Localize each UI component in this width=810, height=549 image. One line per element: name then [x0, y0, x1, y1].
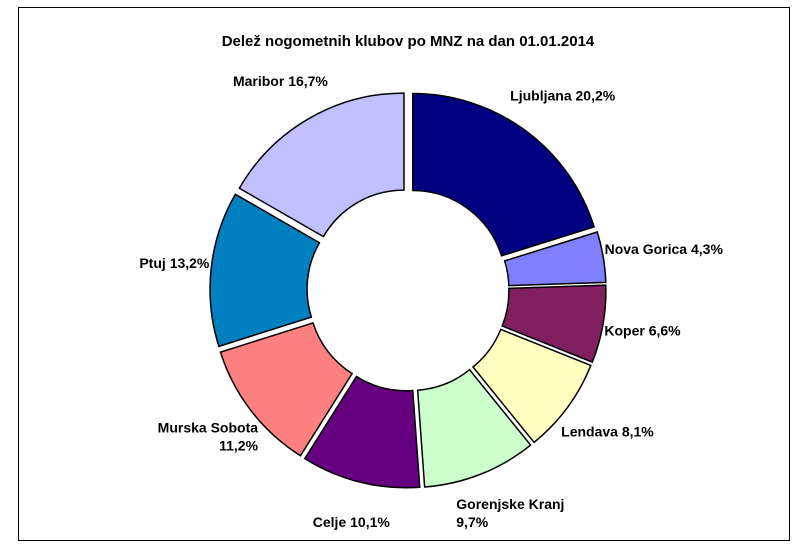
- donut-segment: [238, 92, 405, 238]
- donut-segment: [503, 231, 607, 287]
- value-label: 10,1%: [350, 514, 390, 530]
- value-label: 13,2%: [170, 255, 210, 271]
- value-label: 11,2%: [219, 437, 258, 453]
- category-label: Maribor: [233, 73, 285, 89]
- category-label: Gorenjske Kranj: [456, 495, 564, 511]
- category-label: Koper: [604, 322, 645, 338]
- category-label: Nova Gorica: [605, 241, 688, 257]
- donut-segment: [471, 328, 592, 444]
- data-label: Ptuj 13,2%: [139, 255, 210, 271]
- category-label: Lendava: [561, 423, 618, 439]
- data-label: Gorenjske Kranj 9,7%: [456, 495, 564, 529]
- donut-segment: [416, 368, 532, 488]
- data-label: Ljubljana 20,2%: [510, 87, 616, 103]
- donut-segment: [209, 193, 321, 348]
- donut-segment: [219, 321, 354, 457]
- data-label: Celje 10,1%: [313, 514, 391, 530]
- category-label: Murska Sobota: [158, 419, 259, 435]
- data-label: Murska Sobota 11,2%: [158, 419, 259, 453]
- data-label: Koper 6,6%: [604, 322, 681, 338]
- category-label: Ljubljana: [510, 87, 572, 103]
- donut-segment: [411, 92, 596, 257]
- donut-segment: [303, 375, 421, 489]
- chart-title: Delež nogometnih klubov po MNZ na dan 01…: [222, 33, 595, 50]
- category-label: Ptuj: [139, 255, 165, 271]
- category-label: Celje: [313, 514, 347, 530]
- data-label: Nova Gorica 4,3%: [605, 241, 724, 257]
- value-label: 6,6%: [649, 322, 681, 338]
- value-label: 16,7%: [288, 73, 328, 89]
- value-label: 20,2%: [576, 87, 616, 103]
- value-label: 9,7%: [456, 514, 488, 530]
- data-label: Lendava 8,1%: [561, 423, 654, 439]
- data-label: Maribor 16,7%: [233, 73, 328, 89]
- value-label: 4,3%: [691, 241, 723, 257]
- value-label: 8,1%: [622, 423, 654, 439]
- donut-segment: [501, 284, 607, 364]
